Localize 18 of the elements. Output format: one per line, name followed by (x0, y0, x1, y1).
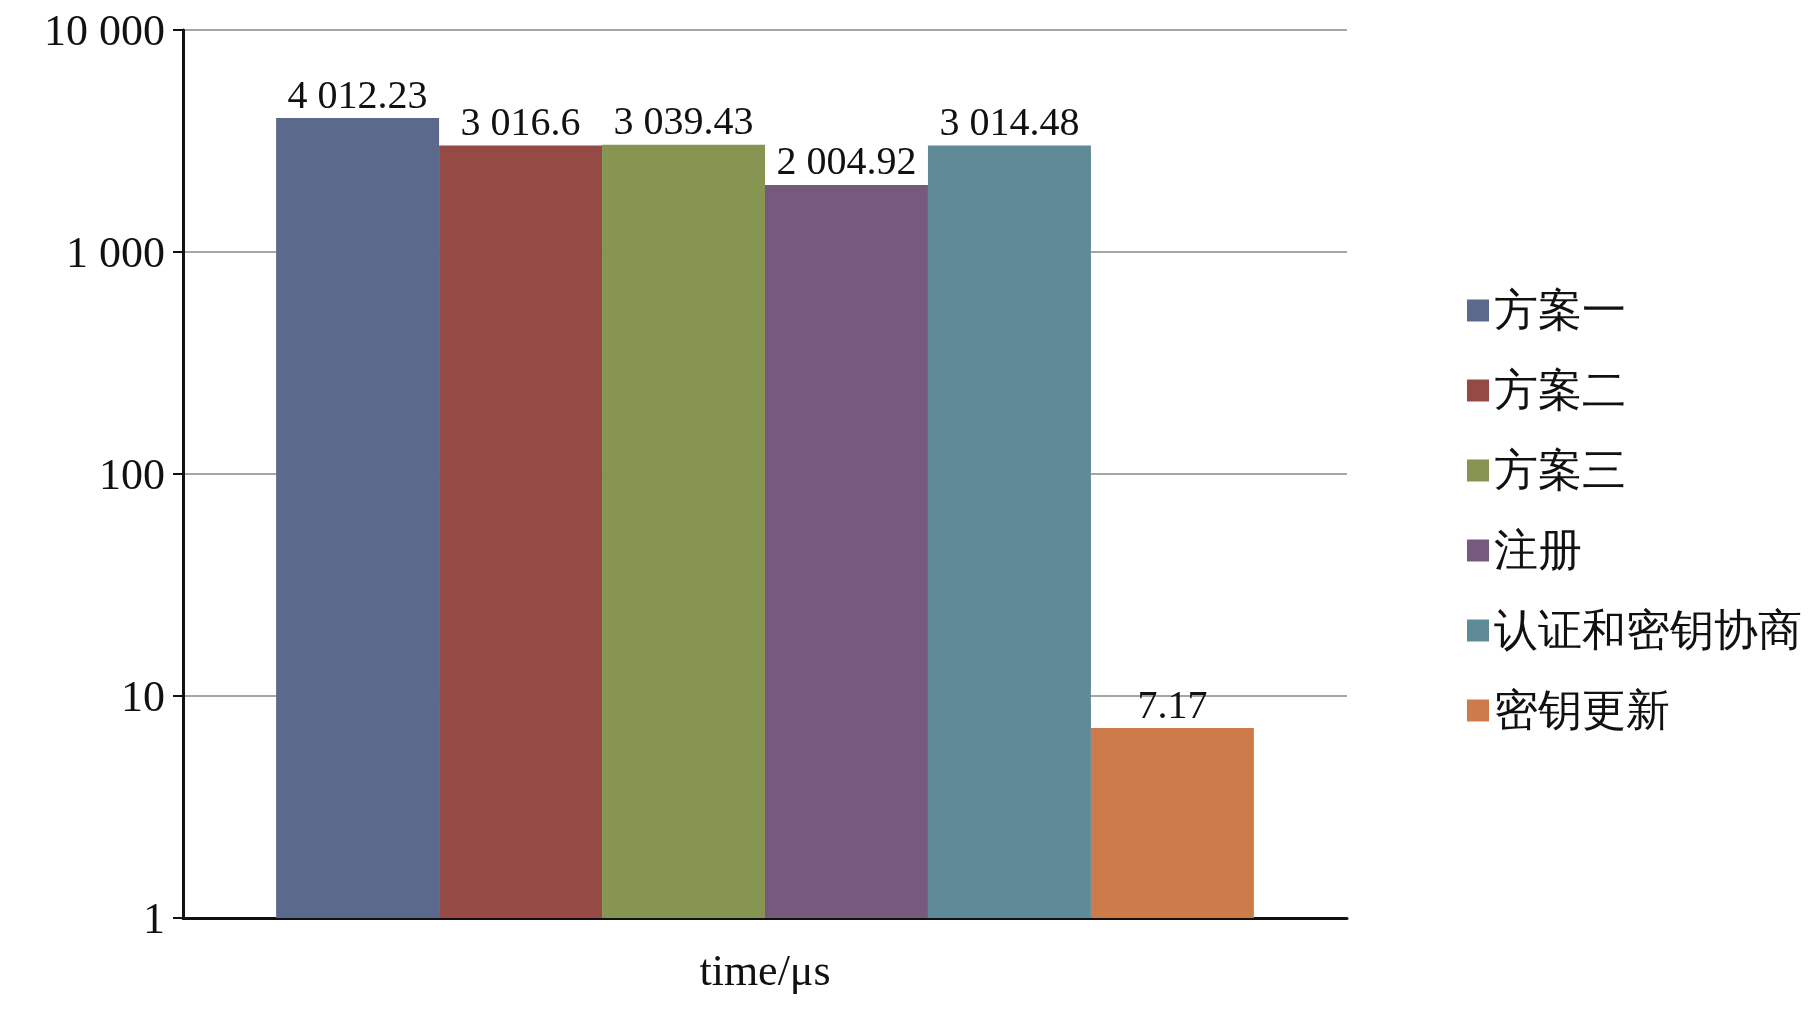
data-label: 7.17 (1137, 681, 1208, 727)
legend-label: 方案二 (1494, 366, 1626, 415)
data-label: 3 016.6 (460, 99, 581, 145)
data-label: 3 039.43 (613, 98, 754, 144)
y-tick-label: 10 000 (44, 5, 165, 55)
y-tick-label: 100 (99, 449, 165, 499)
data-label: 4 012.23 (287, 71, 428, 117)
x-axis-title: time/μs (699, 945, 831, 995)
legend-label: 认证和密钥协商 (1494, 606, 1802, 655)
y-tick-label: 10 (121, 671, 165, 721)
y-tick-label: 1 000 (66, 227, 165, 277)
legend-label: 方案三 (1494, 446, 1626, 495)
data-label: 2 004.92 (776, 138, 917, 184)
legend-label: 密钥更新 (1494, 686, 1670, 735)
data-label: 3 014.48 (939, 99, 1080, 145)
y-tick-label: 1 (143, 893, 165, 943)
legend-label: 注册 (1494, 526, 1582, 575)
legend-label: 方案一 (1494, 286, 1626, 335)
